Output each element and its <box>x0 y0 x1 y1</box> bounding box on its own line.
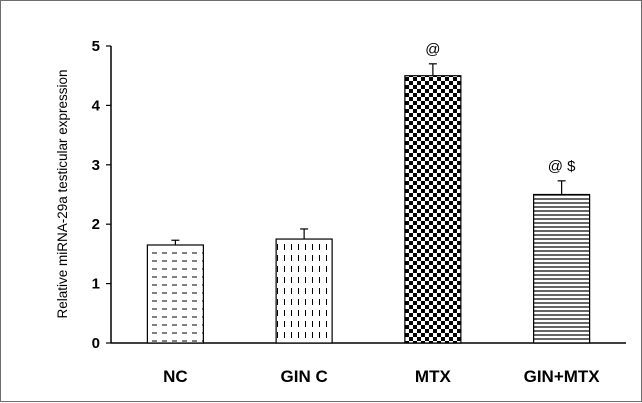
y-tick-label: 5 <box>92 38 100 55</box>
significance-marker: @ $ <box>548 158 576 175</box>
bars <box>146 63 591 344</box>
labels: NC GIN C MTX @ GIN+MTX @ $ <box>163 41 600 386</box>
y-tick-label: 4 <box>92 97 101 114</box>
bar <box>404 75 462 344</box>
bar <box>533 193 591 344</box>
category-label: NC <box>163 367 188 386</box>
significance-marker: @ <box>425 41 440 58</box>
y-tick-label: 1 <box>92 276 100 293</box>
y-tick-label: 0 <box>92 335 100 352</box>
bar <box>146 244 204 344</box>
y-axis-title: Relative miRNA-29a testicular expression <box>55 69 70 318</box>
category-label: GIN C <box>281 367 328 386</box>
y-tick-label: 3 <box>92 157 100 174</box>
category-label: GIN+MTX <box>524 367 601 386</box>
y-tick-label: 2 <box>92 216 100 233</box>
category-label: MTX <box>415 367 452 386</box>
bar <box>275 238 333 344</box>
